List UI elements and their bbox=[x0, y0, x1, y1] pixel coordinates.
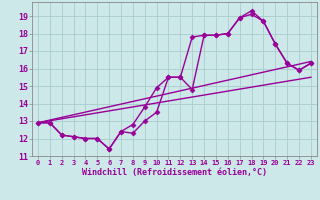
X-axis label: Windchill (Refroidissement éolien,°C): Windchill (Refroidissement éolien,°C) bbox=[82, 168, 267, 177]
